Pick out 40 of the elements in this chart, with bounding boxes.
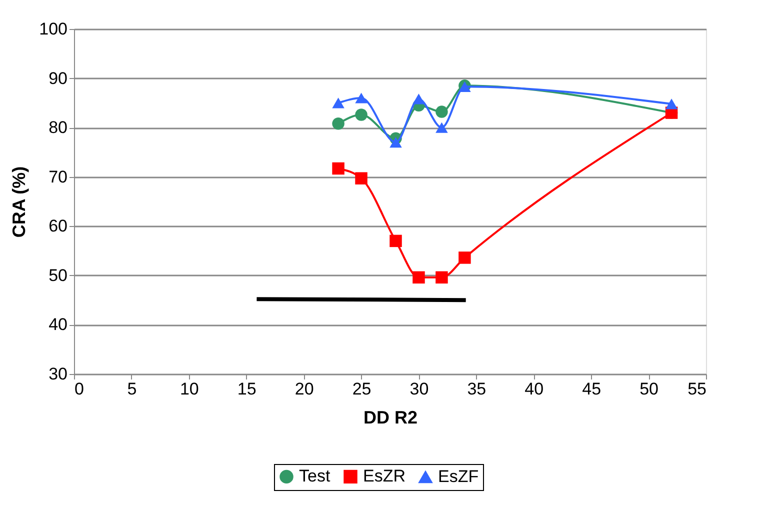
point (390, 234, 402, 248)
point (412, 271, 425, 284)
point (332, 162, 344, 175)
x-tick-label: 50 (640, 380, 659, 398)
y-axis-title: CRA (%) (9, 166, 30, 238)
point (436, 271, 448, 284)
point (458, 252, 471, 264)
x-tick-label: 10 (180, 380, 199, 398)
x-tick-label: 45 (582, 380, 602, 398)
point (436, 122, 448, 133)
y-tick-label: 80 (48, 118, 68, 138)
x-tick-label: 40 (524, 380, 544, 398)
x-tick-label: 55 (688, 380, 706, 398)
y-tick-label: 50 (48, 266, 68, 285)
x-tick-label: 30 (410, 380, 429, 398)
y-tick-label: 100 (39, 20, 68, 38)
point (665, 98, 678, 110)
y-tick-label: 70 (48, 167, 68, 186)
x-tick-label: 5 (127, 380, 137, 398)
legend-label: EsZF (438, 467, 479, 486)
point (412, 94, 425, 104)
x-tick-label: 25 (352, 380, 372, 398)
x-tick-label: 0 (74, 380, 84, 398)
x-tick-label: 35 (467, 380, 486, 398)
x-tick-label: 20 (294, 380, 314, 398)
point (355, 172, 368, 184)
legend-label: Test (299, 466, 330, 486)
legend-label: EsZR (363, 466, 406, 486)
x-axis-title: DD R2 (363, 408, 418, 428)
point (355, 108, 368, 121)
y-tick-label: 90 (48, 68, 68, 88)
point (436, 106, 448, 118)
y-tick-label: 60 (48, 216, 68, 236)
point (332, 118, 344, 130)
y-tick-label: 40 (48, 315, 68, 334)
point (355, 92, 368, 104)
point (390, 137, 402, 148)
x-tick-label: 15 (237, 380, 256, 398)
point (332, 98, 344, 108)
y-tick-label: 30 (48, 364, 68, 384)
